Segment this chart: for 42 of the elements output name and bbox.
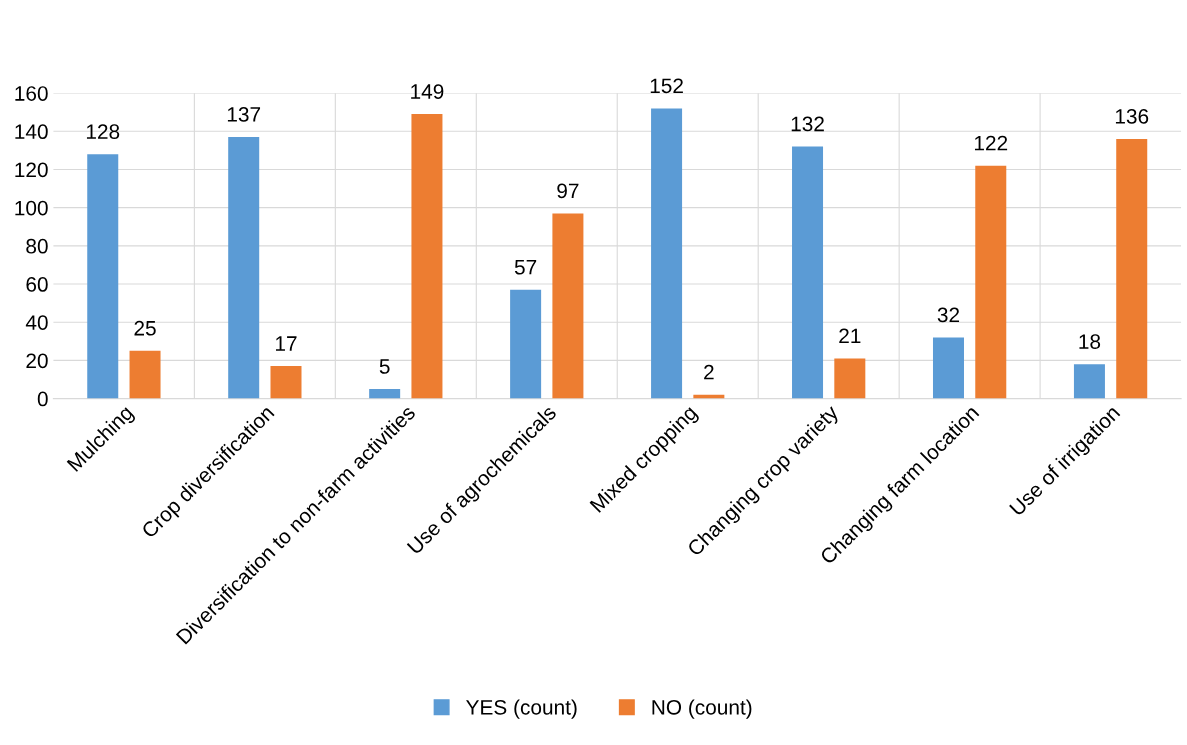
- y-tick-label: 60: [26, 277, 48, 292]
- bar: [270, 366, 302, 399]
- bar: [228, 137, 260, 399]
- bar: [510, 289, 542, 399]
- y-tick-label: 120: [15, 162, 48, 178]
- data-label: 21: [839, 328, 861, 344]
- data-label: 25: [134, 320, 156, 336]
- data-label: 132: [791, 116, 824, 132]
- data-label: 2: [704, 364, 714, 380]
- legend-label: NO (count): [652, 699, 752, 719]
- bar: [369, 389, 401, 399]
- data-label: 136: [1115, 108, 1149, 124]
- y-tick-label: 20: [26, 353, 48, 369]
- data-label: 32: [937, 307, 960, 323]
- bar: [651, 108, 683, 399]
- bar: [792, 146, 824, 399]
- data-label: 152: [650, 78, 683, 94]
- bar: [932, 337, 964, 399]
- data-label: 149: [411, 84, 444, 99]
- y-tick-label: 40: [25, 315, 48, 330]
- y-tick-label: 80: [26, 238, 48, 254]
- y-tick-label: 140: [15, 124, 48, 140]
- bar: [87, 154, 119, 399]
- data-label: 17: [276, 336, 297, 351]
- y-tick-label: 160: [15, 86, 48, 101]
- bar: [129, 350, 161, 399]
- bar: [411, 114, 443, 399]
- data-label: 97: [557, 183, 579, 199]
- bar: [1116, 138, 1148, 399]
- y-tick-label: 100: [15, 200, 48, 216]
- y-tick-label: 0: [37, 391, 48, 407]
- data-label: 137: [227, 107, 261, 122]
- data-label: 57: [514, 259, 537, 275]
- legend-label: YES (count): [466, 699, 577, 719]
- bar: [834, 358, 866, 399]
- bar: [1073, 364, 1105, 399]
- data-label: 18: [1079, 334, 1101, 349]
- data-label: 122: [974, 135, 1008, 151]
- bar: [552, 213, 584, 399]
- bar: [975, 165, 1007, 399]
- data-label: 128: [86, 124, 120, 139]
- data-label: 5: [379, 359, 390, 374]
